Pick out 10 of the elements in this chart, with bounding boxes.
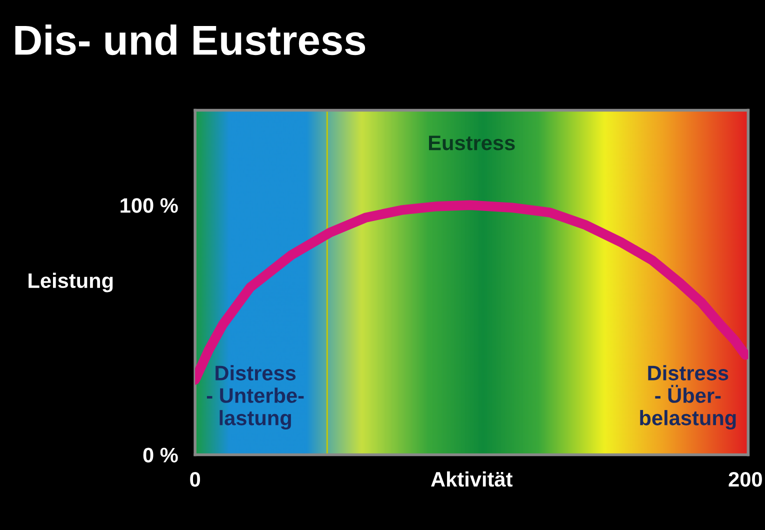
y-axis-title: Leistung: [28, 272, 113, 292]
annotation: Distress - Über- belastung: [640, 365, 736, 430]
x-axis-title: Aktivität: [431, 471, 512, 487]
annotation: Eustress: [429, 136, 515, 150]
x-tick-label: 200: [728, 472, 762, 487]
chart-title: Dis- und Eustress: [15, 24, 366, 56]
y-tick-label: 0 %: [143, 448, 178, 462]
y-tick-label: 100 %: [120, 198, 178, 213]
x-tick-label: 0: [190, 472, 200, 487]
annotation: Distress - Unterbe- lastung: [206, 365, 304, 430]
